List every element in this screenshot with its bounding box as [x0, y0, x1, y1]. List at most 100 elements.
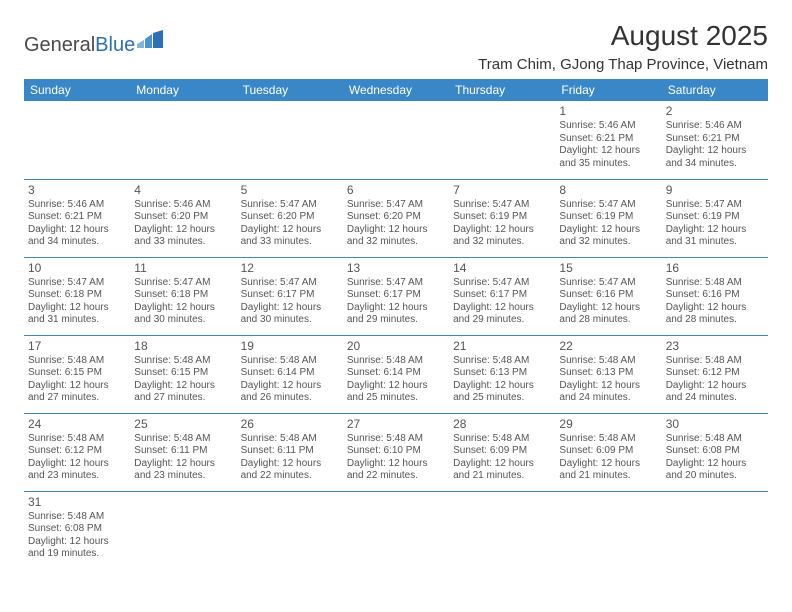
- day-info: Sunset: 6:17 PM: [241, 289, 339, 302]
- calendar-cell: 30Sunrise: 5:48 AMSunset: 6:08 PMDayligh…: [662, 413, 768, 491]
- day-info: Daylight: 12 hours: [453, 458, 551, 471]
- day-info: Sunrise: 5:48 AM: [241, 355, 339, 368]
- day-info: Sunrise: 5:47 AM: [559, 277, 657, 290]
- calendar-cell: 19Sunrise: 5:48 AMSunset: 6:14 PMDayligh…: [237, 335, 343, 413]
- day-info: Sunset: 6:16 PM: [559, 289, 657, 302]
- day-info: Sunrise: 5:48 AM: [134, 433, 232, 446]
- day-number: 28: [453, 417, 551, 432]
- day-info: Sunset: 6:10 PM: [347, 445, 445, 458]
- day-number: 7: [453, 183, 551, 198]
- calendar-cell: 26Sunrise: 5:48 AMSunset: 6:11 PMDayligh…: [237, 413, 343, 491]
- day-info: and 22 minutes.: [241, 470, 339, 483]
- day-info: and 24 minutes.: [559, 392, 657, 405]
- calendar-cell: 28Sunrise: 5:48 AMSunset: 6:09 PMDayligh…: [449, 413, 555, 491]
- day-info: and 21 minutes.: [559, 470, 657, 483]
- day-info: Sunrise: 5:48 AM: [134, 355, 232, 368]
- day-info: Sunrise: 5:46 AM: [134, 199, 232, 212]
- day-info: and 28 minutes.: [559, 314, 657, 327]
- day-info: Sunrise: 5:46 AM: [559, 120, 657, 133]
- day-number: 8: [559, 183, 657, 198]
- calendar-cell: 24Sunrise: 5:48 AMSunset: 6:12 PMDayligh…: [24, 413, 130, 491]
- day-info: Daylight: 12 hours: [347, 302, 445, 315]
- day-info: Daylight: 12 hours: [241, 224, 339, 237]
- day-info: and 22 minutes.: [347, 470, 445, 483]
- day-info: Daylight: 12 hours: [666, 224, 764, 237]
- day-info: Sunset: 6:18 PM: [134, 289, 232, 302]
- calendar-cell: 10Sunrise: 5:47 AMSunset: 6:18 PMDayligh…: [24, 257, 130, 335]
- calendar-cell: 20Sunrise: 5:48 AMSunset: 6:14 PMDayligh…: [343, 335, 449, 413]
- calendar-cell: 25Sunrise: 5:48 AMSunset: 6:11 PMDayligh…: [130, 413, 236, 491]
- calendar-cell: [130, 101, 236, 179]
- calendar-cell: 8Sunrise: 5:47 AMSunset: 6:19 PMDaylight…: [555, 179, 661, 257]
- calendar-cell: 23Sunrise: 5:48 AMSunset: 6:12 PMDayligh…: [662, 335, 768, 413]
- day-number: 20: [347, 339, 445, 354]
- day-info: Sunset: 6:19 PM: [559, 211, 657, 224]
- calendar-cell: 22Sunrise: 5:48 AMSunset: 6:13 PMDayligh…: [555, 335, 661, 413]
- calendar-cell: 2Sunrise: 5:46 AMSunset: 6:21 PMDaylight…: [662, 101, 768, 179]
- day-info: Sunset: 6:21 PM: [559, 133, 657, 146]
- day-info: and 27 minutes.: [28, 392, 126, 405]
- day-info: and 21 minutes.: [453, 470, 551, 483]
- day-number: 26: [241, 417, 339, 432]
- day-number: 12: [241, 261, 339, 276]
- day-info: Sunrise: 5:48 AM: [28, 433, 126, 446]
- calendar-cell: 18Sunrise: 5:48 AMSunset: 6:15 PMDayligh…: [130, 335, 236, 413]
- title-block: August 2025 Tram Chim, GJong Thap Provin…: [478, 20, 768, 73]
- day-number: 16: [666, 261, 764, 276]
- day-info: Daylight: 12 hours: [241, 302, 339, 315]
- calendar: SundayMondayTuesdayWednesdayThursdayFrid…: [24, 79, 768, 569]
- day-info: Daylight: 12 hours: [559, 145, 657, 158]
- day-info: Daylight: 12 hours: [559, 224, 657, 237]
- day-info: and 25 minutes.: [453, 392, 551, 405]
- day-info: Sunset: 6:11 PM: [241, 445, 339, 458]
- day-info: Sunset: 6:12 PM: [28, 445, 126, 458]
- day-number: 9: [666, 183, 764, 198]
- day-info: Daylight: 12 hours: [134, 458, 232, 471]
- day-info: Sunrise: 5:48 AM: [666, 355, 764, 368]
- day-info: and 33 minutes.: [134, 236, 232, 249]
- day-info: Sunset: 6:20 PM: [241, 211, 339, 224]
- day-info: Sunrise: 5:48 AM: [453, 433, 551, 446]
- day-header: Wednesday: [343, 79, 449, 101]
- day-info: Sunrise: 5:47 AM: [453, 277, 551, 290]
- day-info: Daylight: 12 hours: [28, 302, 126, 315]
- calendar-cell: [449, 491, 555, 569]
- day-info: Sunset: 6:15 PM: [28, 367, 126, 380]
- day-number: 23: [666, 339, 764, 354]
- day-info: Sunset: 6:20 PM: [347, 211, 445, 224]
- calendar-cell: 3Sunrise: 5:46 AMSunset: 6:21 PMDaylight…: [24, 179, 130, 257]
- calendar-cell: 13Sunrise: 5:47 AMSunset: 6:17 PMDayligh…: [343, 257, 449, 335]
- day-header: Saturday: [662, 79, 768, 101]
- day-info: Sunset: 6:21 PM: [666, 133, 764, 146]
- day-info: Sunrise: 5:47 AM: [347, 199, 445, 212]
- day-info: and 32 minutes.: [559, 236, 657, 249]
- day-info: Sunrise: 5:47 AM: [241, 277, 339, 290]
- day-info: and 31 minutes.: [666, 236, 764, 249]
- calendar-cell: 12Sunrise: 5:47 AMSunset: 6:17 PMDayligh…: [237, 257, 343, 335]
- day-info: Sunrise: 5:46 AM: [666, 120, 764, 133]
- calendar-cell: 1Sunrise: 5:46 AMSunset: 6:21 PMDaylight…: [555, 101, 661, 179]
- day-info: and 29 minutes.: [347, 314, 445, 327]
- day-info: and 34 minutes.: [666, 158, 764, 171]
- logo: GeneralBlue: [24, 30, 165, 60]
- day-number: 4: [134, 183, 232, 198]
- day-info: Daylight: 12 hours: [347, 224, 445, 237]
- day-info: Daylight: 12 hours: [241, 458, 339, 471]
- month-title: August 2025: [478, 20, 768, 52]
- day-info: and 19 minutes.: [28, 548, 126, 561]
- day-info: Daylight: 12 hours: [28, 536, 126, 549]
- calendar-cell: 15Sunrise: 5:47 AMSunset: 6:16 PMDayligh…: [555, 257, 661, 335]
- day-info: and 32 minutes.: [453, 236, 551, 249]
- day-info: Sunrise: 5:48 AM: [666, 433, 764, 446]
- day-info: Sunset: 6:13 PM: [453, 367, 551, 380]
- day-number: 6: [347, 183, 445, 198]
- day-number: 24: [28, 417, 126, 432]
- day-info: Sunset: 6:18 PM: [28, 289, 126, 302]
- day-info: Daylight: 12 hours: [28, 224, 126, 237]
- chart-icon: [137, 30, 165, 54]
- day-info: Daylight: 12 hours: [347, 458, 445, 471]
- day-info: Sunrise: 5:48 AM: [559, 355, 657, 368]
- day-info: Sunset: 6:16 PM: [666, 289, 764, 302]
- day-info: Sunset: 6:12 PM: [666, 367, 764, 380]
- day-info: Sunset: 6:17 PM: [347, 289, 445, 302]
